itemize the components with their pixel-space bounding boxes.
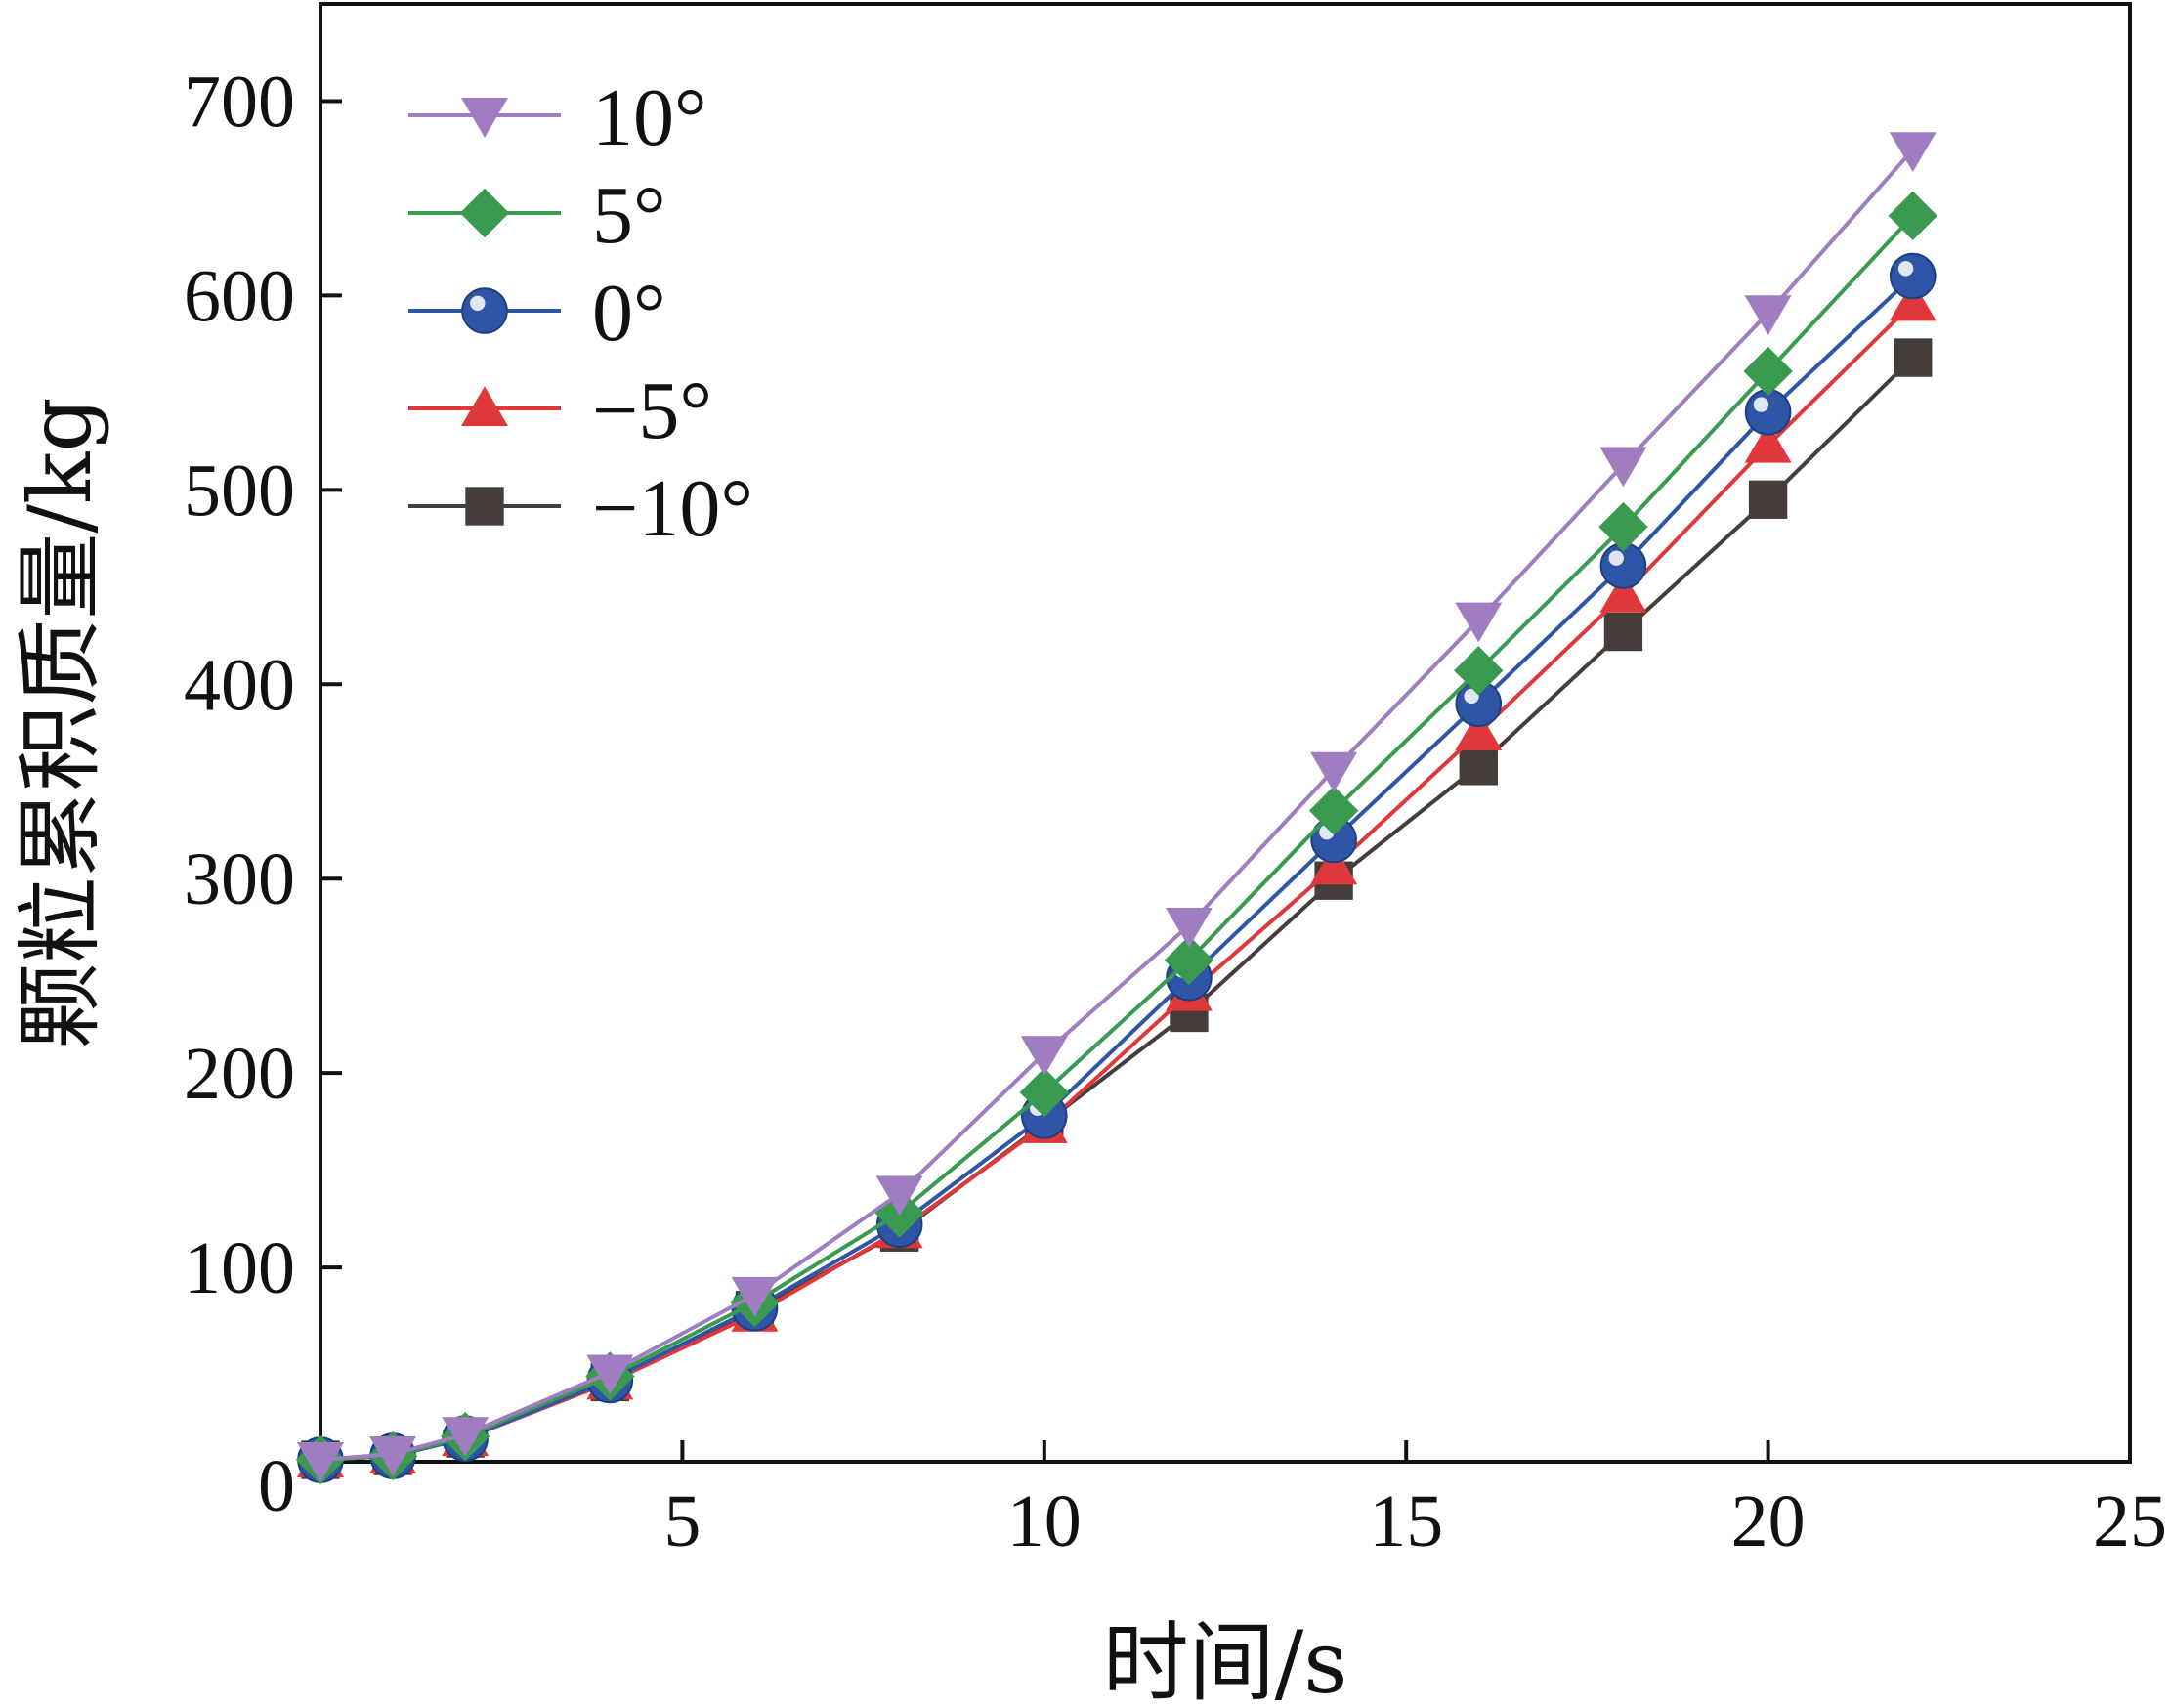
data-point bbox=[1165, 907, 1213, 948]
data-point bbox=[1019, 1067, 1069, 1118]
x-tick-label: 25 bbox=[2093, 1480, 2167, 1562]
y-axis-title: 颗粒累积质量/kg bbox=[10, 397, 110, 1048]
data-point bbox=[442, 1417, 490, 1457]
data-point bbox=[1744, 295, 1792, 336]
marker-highlight bbox=[1464, 688, 1479, 705]
legend: 10°5°0°−5°−10° bbox=[408, 72, 753, 554]
data-point bbox=[1744, 388, 1792, 436]
data-point bbox=[1599, 572, 1647, 613]
data-point bbox=[1310, 751, 1358, 792]
data-point bbox=[1888, 191, 1937, 241]
legend-label: 10° bbox=[592, 72, 707, 163]
series-−5° bbox=[297, 280, 1937, 1478]
data-point bbox=[1310, 844, 1358, 885]
data-point bbox=[1748, 480, 1788, 519]
legend-item: 5° bbox=[408, 170, 666, 261]
x-tick-label: 10 bbox=[1007, 1480, 1082, 1562]
legend-marker bbox=[465, 487, 504, 526]
data-point bbox=[1455, 710, 1503, 750]
legend-label: −10° bbox=[592, 463, 753, 554]
series-10° bbox=[297, 132, 1937, 1482]
series-line bbox=[319, 275, 1915, 1463]
marker-fill bbox=[461, 287, 508, 334]
data-point bbox=[1598, 501, 1648, 552]
series-5° bbox=[295, 191, 1937, 1485]
y-tick-label: 200 bbox=[184, 1033, 295, 1115]
plot-frame bbox=[319, 2, 2132, 1464]
y-tick-label: 500 bbox=[184, 449, 295, 532]
data-point bbox=[297, 1442, 344, 1482]
series-line bbox=[319, 301, 1915, 1463]
data-point bbox=[1454, 646, 1504, 696]
y-tick-label: 400 bbox=[184, 644, 295, 726]
data-point bbox=[1889, 280, 1937, 321]
marker-highlight bbox=[1608, 550, 1624, 566]
data-point bbox=[875, 1175, 923, 1217]
legend-item: 10° bbox=[408, 72, 707, 163]
marker-highlight bbox=[1753, 397, 1769, 412]
data-point bbox=[1020, 1036, 1068, 1077]
data-point bbox=[1603, 612, 1643, 652]
data-point bbox=[1459, 747, 1498, 786]
legend-label: −5° bbox=[592, 365, 712, 456]
marker-highlight bbox=[1897, 261, 1914, 277]
legend-item: 0° bbox=[408, 268, 666, 359]
origin-tick-label: 0 bbox=[258, 1445, 295, 1527]
data-point bbox=[1743, 346, 1793, 397]
legend-item: −10° bbox=[408, 463, 753, 554]
y-tick-label: 300 bbox=[184, 838, 295, 920]
data-point bbox=[1455, 602, 1503, 643]
data-point bbox=[1889, 252, 1937, 300]
legend-marker bbox=[461, 287, 508, 334]
legend-label: 5° bbox=[592, 170, 666, 261]
x-tick-label: 15 bbox=[1369, 1480, 1443, 1562]
y-tick-label: 700 bbox=[184, 61, 295, 143]
data-point bbox=[1894, 338, 1933, 377]
x-axis-title: 时间/s bbox=[1103, 1612, 1348, 1708]
legend-marker bbox=[461, 386, 508, 426]
data-point bbox=[1164, 935, 1214, 985]
marker-fill bbox=[1889, 252, 1937, 300]
data-point bbox=[1599, 542, 1647, 589]
series-line bbox=[319, 148, 1915, 1463]
data-point bbox=[369, 1436, 417, 1476]
data-point bbox=[586, 1354, 634, 1395]
data-point bbox=[1889, 132, 1937, 172]
x-tick-label: 20 bbox=[1731, 1480, 1806, 1562]
series-line bbox=[319, 214, 1915, 1463]
series-0° bbox=[297, 252, 1937, 1483]
series-line bbox=[319, 356, 1915, 1463]
y-tick-label: 600 bbox=[184, 255, 295, 337]
legend-item: −5° bbox=[408, 365, 712, 456]
data-point bbox=[1308, 786, 1359, 835]
data-point bbox=[1744, 422, 1792, 463]
marker-highlight bbox=[470, 295, 486, 311]
series-layer bbox=[295, 132, 1937, 1485]
axes: 5 10 15 20 25 100 200 300 400 500 600 700 0 bbox=[184, 2, 2167, 1562]
legend-marker bbox=[459, 188, 510, 238]
legend-marker bbox=[461, 98, 508, 138]
x-tick-label: 5 bbox=[663, 1480, 701, 1562]
data-point bbox=[731, 1276, 779, 1317]
y-tick-label: 100 bbox=[184, 1227, 295, 1309]
series-−10° bbox=[301, 338, 1933, 1479]
data-point bbox=[1599, 447, 1647, 488]
legend-label: 0° bbox=[592, 268, 666, 359]
marker-fill bbox=[1744, 388, 1792, 436]
